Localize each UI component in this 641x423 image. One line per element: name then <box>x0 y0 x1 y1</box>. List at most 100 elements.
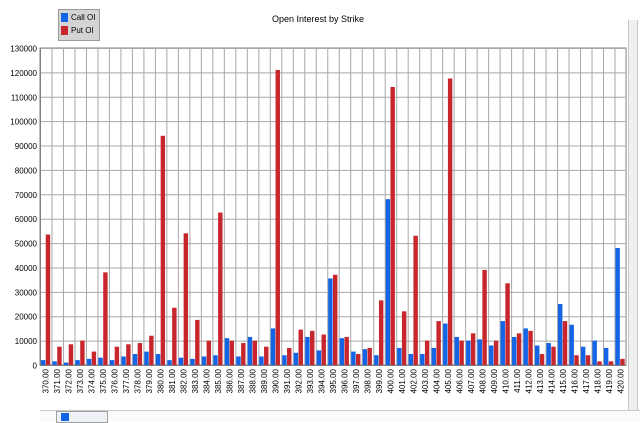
vertical-scrollbar[interactable] <box>628 20 638 412</box>
x-tick-label: 390.00 <box>272 368 281 393</box>
bar-put-oi <box>344 336 349 365</box>
bar-put-oi <box>436 321 441 365</box>
bar-put-oi <box>275 69 280 365</box>
bar-call-oi <box>431 347 437 365</box>
bar-call-oi <box>132 354 138 365</box>
bar-call-oi <box>259 356 264 365</box>
legend-label-call-oi: Call OI <box>71 13 96 22</box>
bar-call-oi <box>75 360 80 365</box>
bar-call-oi <box>489 345 494 365</box>
x-tick-label: 391.00 <box>283 368 292 393</box>
bar-put-oi <box>401 311 407 365</box>
bar-call-oi <box>443 323 448 365</box>
bar-put-oi <box>528 330 533 365</box>
x-tick-label: 398.00 <box>363 368 372 393</box>
x-tick-label: 370.00 <box>42 368 51 393</box>
bar-call-oi <box>40 360 46 365</box>
bar-call-oi <box>224 338 230 365</box>
bar-call-oi <box>546 343 551 365</box>
bar-call-oi <box>190 358 195 365</box>
y-axis: 0 10000 20000 30000 40000 50000 60000 70000 8000… <box>10 45 37 371</box>
x-tick-label: 403.00 <box>421 368 430 393</box>
bar-call-oi <box>86 358 92 365</box>
bar-call-oi <box>109 360 115 365</box>
bar-put-oi <box>459 340 464 365</box>
y-tick-label: 0 <box>33 362 38 371</box>
bar-put-oi <box>378 300 384 365</box>
x-tick-label: 392.00 <box>295 368 304 393</box>
legend-item-put-oi: Put OI <box>61 26 94 36</box>
y-tick-label: 10000 <box>15 337 38 346</box>
bar-put-oi <box>241 343 246 365</box>
bar-put-oi <box>264 346 269 365</box>
chart-title: Open Interest by Strike <box>272 14 364 24</box>
x-tick-label: 408.00 <box>478 368 487 393</box>
x-tick-label: 400.00 <box>386 368 395 393</box>
x-tick-label: 393.00 <box>306 368 315 393</box>
x-tick-label: 396.00 <box>340 368 349 393</box>
y-tick-label: 30000 <box>15 288 38 297</box>
bar-call-oi <box>293 352 299 365</box>
bar-put-oi <box>103 272 108 365</box>
bar-put-oi <box>310 330 315 365</box>
x-tick-label: 409.00 <box>490 368 499 393</box>
bar-call-oi <box>397 347 402 365</box>
x-tick-label: 394.00 <box>318 368 327 393</box>
legend: Call OI Put OI <box>58 9 100 41</box>
bar-call-oi <box>316 350 322 365</box>
bar-call-oi <box>167 360 172 365</box>
x-tick-label: 399.00 <box>375 368 384 393</box>
x-tick-label: 411.00 <box>513 368 522 392</box>
bar-call-oi <box>523 328 528 365</box>
bar-put-oi <box>183 233 189 365</box>
bar-put-oi <box>160 135 166 365</box>
bar-call-oi <box>52 361 57 365</box>
bar-call-oi <box>362 349 368 365</box>
bar-call-oi <box>201 356 207 365</box>
y-tick-label: 80000 <box>15 166 38 175</box>
y-tick-label: 90000 <box>15 142 38 151</box>
bar-put-oi <box>45 234 51 365</box>
bar-call-oi <box>592 340 597 365</box>
bar-put-oi <box>126 344 131 365</box>
x-tick-label: 406.00 <box>455 368 464 393</box>
bar-call-oi <box>63 362 69 365</box>
bar-call-oi <box>236 356 241 365</box>
x-tick-label: 374.00 <box>88 368 97 393</box>
bar-call-oi <box>466 340 471 365</box>
legend-item-call-oi: Call OI <box>61 13 95 23</box>
bar-call-oi <box>339 338 345 365</box>
x-tick-label: 402.00 <box>409 368 418 393</box>
bar-put-oi <box>298 329 303 365</box>
bar-put-oi <box>493 340 499 365</box>
bar-put-oi <box>229 340 235 365</box>
bar-put-oi <box>355 354 361 365</box>
x-tick-label: 413.00 <box>536 368 545 393</box>
x-tick-label: 410.00 <box>501 368 510 393</box>
bar-call-oi <box>580 346 586 365</box>
bar-call-oi <box>328 278 333 365</box>
x-tick-label: 376.00 <box>111 368 120 393</box>
x-tick-label: 407.00 <box>467 368 476 393</box>
bar-put-oi <box>321 334 326 365</box>
y-tick-label: 40000 <box>15 264 38 273</box>
bar-put-oi <box>287 347 292 365</box>
bar-call-oi <box>270 328 276 365</box>
legend-swatch-call-oi <box>61 13 68 22</box>
bar-put-oi <box>482 269 487 365</box>
bar-call-oi <box>557 304 563 365</box>
bar-put-oi <box>413 235 418 365</box>
x-tick-label: 418.00 <box>593 368 602 393</box>
bar-put-oi <box>516 333 522 365</box>
x-tick-label: 414.00 <box>547 368 556 393</box>
bar-put-oi <box>620 358 625 365</box>
bar-put-oi <box>367 347 372 365</box>
bar-call-oi <box>247 336 253 365</box>
bar-put-oi <box>539 354 545 365</box>
x-tick-label: 380.00 <box>157 368 166 393</box>
bar-call-oi <box>374 355 379 365</box>
bottom-tab[interactable] <box>56 411 108 423</box>
bar-put-oi <box>447 78 453 365</box>
legend-label-put-oi: Put OI <box>71 26 94 35</box>
